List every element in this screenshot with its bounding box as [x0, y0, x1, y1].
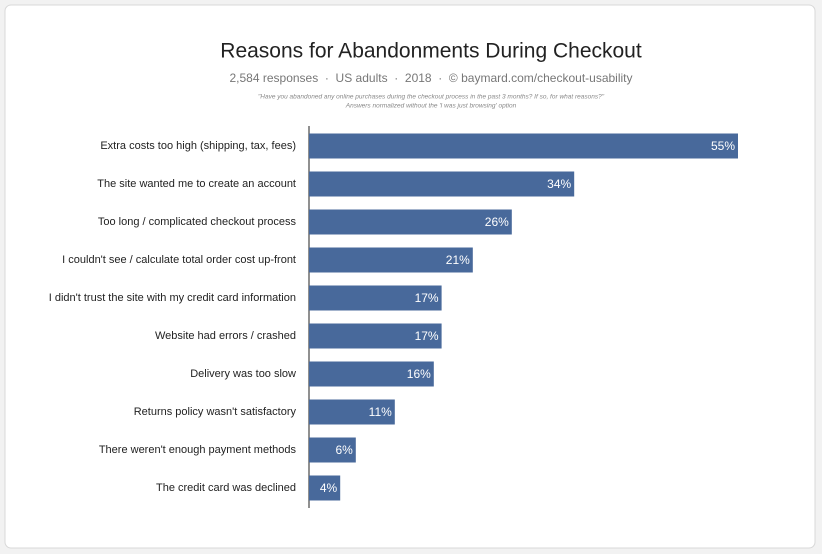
- bar: [309, 361, 434, 387]
- category-label: Website had errors / crashed: [155, 330, 296, 342]
- note: Answers normalized without the 'I was ju…: [345, 103, 517, 110]
- bar: [309, 247, 473, 273]
- bar: [309, 133, 738, 159]
- bar: [309, 285, 442, 311]
- value-label: 34%: [547, 177, 571, 191]
- category-label: The site wanted me to create an account: [97, 178, 296, 190]
- category-label: The credit card was declined: [156, 482, 296, 494]
- note: "Have you abandoned any online purchases…: [258, 94, 605, 101]
- category-label: Extra costs too high (shipping, tax, fee…: [100, 140, 296, 152]
- bar: [309, 171, 575, 197]
- category-label: Delivery was too slow: [190, 368, 296, 380]
- value-label: 21%: [446, 253, 470, 267]
- bar: [309, 437, 356, 463]
- value-label: 16%: [407, 367, 431, 381]
- bar: [309, 475, 341, 501]
- bar: [309, 209, 512, 235]
- value-label: 6%: [335, 443, 353, 457]
- value-label: 55%: [711, 139, 735, 153]
- value-label: 11%: [369, 405, 392, 419]
- category-label: Too long / complicated checkout process: [98, 216, 297, 228]
- value-label: 4%: [320, 481, 338, 495]
- value-label: 17%: [415, 291, 439, 305]
- value-label: 17%: [415, 329, 439, 343]
- category-label: Returns policy wasn't satisfactory: [134, 406, 297, 418]
- category-label: There weren't enough payment methods: [99, 444, 297, 456]
- bar: [309, 323, 442, 349]
- card: [4, 4, 816, 549]
- category-label: I couldn't see / calculate total order c…: [62, 254, 296, 266]
- chart-title: Reasons for Abandonments During Checkout: [220, 40, 642, 63]
- value-label: 26%: [485, 215, 509, 229]
- bar: [309, 399, 395, 425]
- chart-subtitle: 2,584 responses · US adults · 2018 · © b…: [229, 71, 632, 85]
- category-label: I didn't trust the site with my credit c…: [49, 292, 296, 304]
